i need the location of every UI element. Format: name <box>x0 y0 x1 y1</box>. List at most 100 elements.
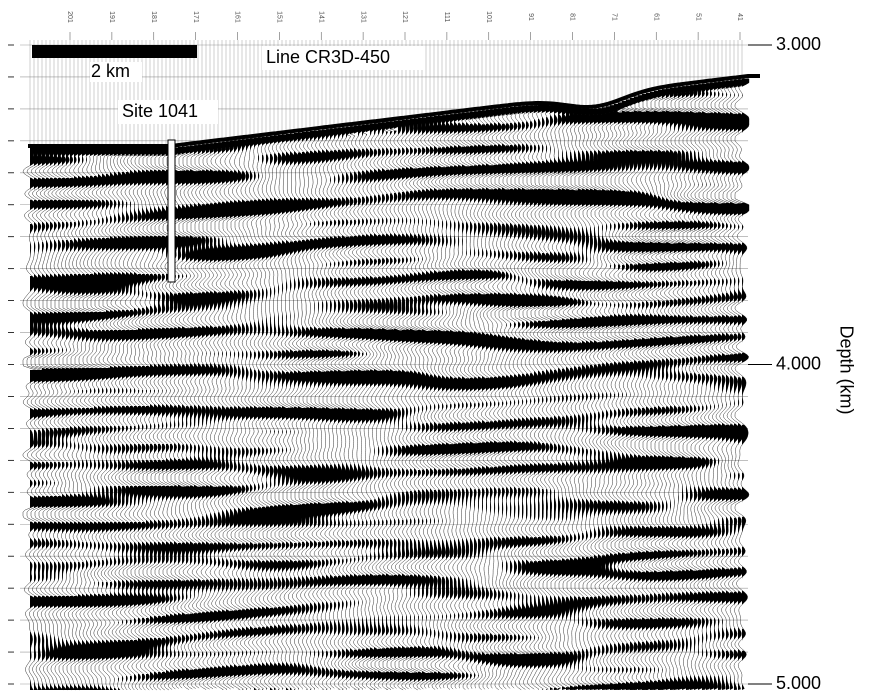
trace-label: 171 <box>192 11 199 23</box>
wiggle-fill <box>342 127 349 690</box>
wiggle-fill <box>686 85 693 691</box>
wiggle <box>370 120 386 689</box>
wiggle-fill <box>242 139 249 691</box>
wiggle-fill <box>290 133 297 690</box>
wiggle <box>674 83 690 689</box>
wiggle-fill <box>210 143 217 680</box>
wiggle-fill <box>618 102 625 690</box>
trace-label: 101 <box>485 11 492 23</box>
wiggle <box>418 114 434 690</box>
wiggle-fill <box>406 119 413 682</box>
wiggle-fill <box>330 128 337 691</box>
wiggle-fill <box>202 144 209 681</box>
wiggle-fill <box>706 83 713 691</box>
wiggle-fill <box>142 148 149 682</box>
trace-label: 201 <box>66 11 73 23</box>
wiggle <box>658 86 674 689</box>
wiggle-fill <box>358 125 365 690</box>
wiggle-fill <box>322 129 329 691</box>
wiggle-fill <box>698 84 705 691</box>
wiggle-fill <box>294 133 301 690</box>
wiggle <box>422 114 438 689</box>
wiggle-fill <box>574 108 581 690</box>
wiggle-fill <box>278 134 285 690</box>
wiggle <box>446 111 462 690</box>
wiggle <box>102 145 118 691</box>
wiggle-fill <box>422 117 429 682</box>
wiggle-fill <box>738 79 745 690</box>
trace-label: 51 <box>694 13 701 21</box>
wiggle-fill <box>710 82 717 691</box>
wiggle-fill <box>714 82 721 691</box>
trace-label: 111 <box>443 12 450 23</box>
wiggle-fill <box>338 127 345 690</box>
wiggle-fill <box>266 136 273 690</box>
wiggle <box>426 113 442 689</box>
line-title: Line CR3D-450 <box>266 47 390 67</box>
wiggle <box>498 105 514 690</box>
wiggle-fill <box>394 120 401 683</box>
wiggle <box>454 110 470 689</box>
wiggle <box>362 121 378 690</box>
wiggle <box>458 110 474 689</box>
wiggle-fill <box>582 108 589 690</box>
trace-label: 61 <box>652 13 659 21</box>
wiggle <box>478 107 494 690</box>
label-bg <box>118 100 218 124</box>
wiggle-fill <box>182 146 189 681</box>
y-tick-label: 5.000 <box>776 673 821 693</box>
wiggle-fill <box>50 148 57 690</box>
scale-bar-label: 2 km <box>91 61 130 81</box>
wiggle-fill <box>54 148 61 690</box>
wiggle-fill <box>646 92 653 690</box>
wiggle-fill <box>274 135 281 690</box>
trace-label: 121 <box>401 11 408 23</box>
wiggle-fill <box>398 120 405 683</box>
wiggle-fill <box>162 148 169 682</box>
wiggle-fill <box>682 86 689 691</box>
wiggle <box>326 125 342 689</box>
wiggle-fill <box>506 107 513 670</box>
wiggle-fill <box>414 118 421 683</box>
wiggle <box>346 123 362 690</box>
wiggle-fill <box>554 105 561 690</box>
wiggle-fill <box>226 141 233 690</box>
wiggle-fill <box>522 105 529 670</box>
wiggle <box>390 118 406 689</box>
wiggle-fill <box>542 105 549 690</box>
wiggle-fill <box>530 105 537 670</box>
trace-label: 91 <box>527 13 534 21</box>
wiggle-fill <box>90 148 97 690</box>
wiggle-fill <box>434 116 441 682</box>
wiggle <box>642 89 658 690</box>
label-bg <box>90 62 142 82</box>
wiggle-fill <box>602 107 609 691</box>
wiggle <box>646 88 662 689</box>
wiggle <box>474 108 490 689</box>
trace-label: 81 <box>569 13 576 21</box>
wiggle-fill <box>122 148 129 690</box>
wiggle-fill <box>534 105 541 691</box>
wiggle-fill <box>254 137 261 691</box>
seafloor <box>28 74 760 148</box>
wiggle-fill <box>674 87 681 690</box>
trace-label: 161 <box>234 11 241 23</box>
wiggle-fill <box>138 148 145 690</box>
wiggle-fill <box>578 108 585 691</box>
wiggle-fill <box>250 138 257 691</box>
borehole <box>167 139 176 283</box>
wiggle <box>194 141 210 689</box>
wiggle-fill <box>486 109 493 666</box>
wiggle-fill <box>718 81 725 691</box>
wiggle <box>682 82 698 690</box>
wiggle-fill <box>390 121 397 690</box>
wiggle-fill <box>262 136 269 690</box>
wiggle-fill <box>538 105 545 690</box>
wiggle-fill <box>478 110 485 679</box>
wiggle-fill <box>570 107 577 690</box>
wiggle-fill <box>134 148 141 690</box>
wiggle-fill <box>218 142 225 679</box>
wiggle-fill <box>722 81 729 691</box>
wiggle-fill <box>650 91 657 690</box>
